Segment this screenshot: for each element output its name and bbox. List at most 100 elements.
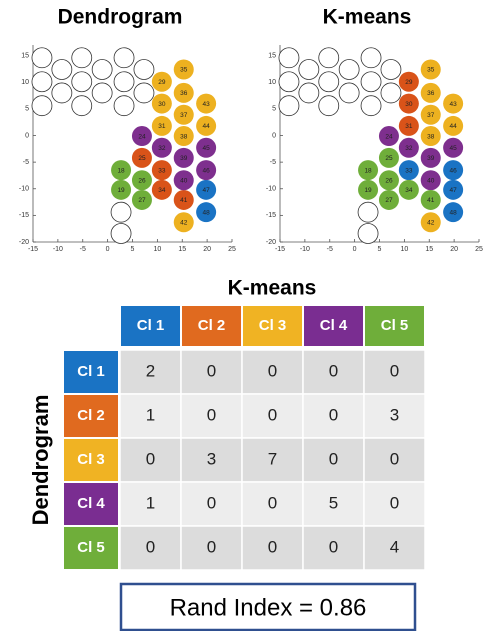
- y-tick-label: -15: [19, 212, 29, 219]
- point-label: 32: [405, 145, 413, 152]
- cell-value: 1: [146, 493, 155, 512]
- point: [131, 126, 152, 147]
- cell-value: 0: [207, 493, 216, 512]
- point: [398, 71, 419, 92]
- point: [398, 160, 419, 181]
- point: [298, 82, 320, 104]
- point: [111, 160, 132, 181]
- point: [360, 47, 382, 69]
- point-label: 25: [385, 155, 393, 162]
- row-title: Dendrogram: [28, 395, 53, 526]
- point: [111, 179, 132, 200]
- point: [420, 82, 441, 103]
- y-tick-label: -5: [23, 159, 29, 166]
- x-tick-label: -5: [80, 246, 86, 253]
- point: [196, 115, 217, 136]
- cell-value: 0: [268, 493, 277, 512]
- column-header-cell: [243, 306, 302, 346]
- column-header: Cl 1: [137, 317, 165, 334]
- point: [31, 95, 53, 117]
- point-label: 48: [203, 209, 211, 216]
- point: [113, 47, 135, 69]
- point-label: 27: [385, 197, 393, 204]
- point: [71, 47, 93, 69]
- point: [420, 212, 441, 233]
- point-label: 40: [427, 177, 435, 184]
- chart-title: Dendrogram: [58, 6, 183, 29]
- point-label: 19: [364, 187, 372, 194]
- point-label: 19: [117, 187, 125, 194]
- point: [110, 201, 132, 223]
- point-label: 34: [158, 187, 166, 194]
- point: [443, 202, 464, 223]
- point: [318, 95, 340, 117]
- point-label: 33: [158, 167, 166, 174]
- point: [151, 179, 172, 200]
- point: [378, 126, 399, 147]
- point-label: 40: [180, 177, 188, 184]
- point: [318, 71, 340, 93]
- y-tick-label: 15: [21, 52, 29, 59]
- point: [380, 82, 402, 104]
- table-cell: [241, 437, 304, 483]
- point: [151, 71, 172, 92]
- point-label: 24: [138, 133, 146, 140]
- point: [113, 71, 135, 93]
- table-cell: [241, 481, 304, 527]
- point: [196, 93, 217, 114]
- point: [360, 71, 382, 93]
- point: [278, 47, 300, 69]
- table-cell: [302, 481, 365, 527]
- y-tick-label: 10: [268, 79, 276, 86]
- row-header-cell: [64, 439, 118, 481]
- x-tick-label: -10: [53, 246, 63, 253]
- row-header: Cl 4: [77, 495, 105, 512]
- y-tick-label: -20: [266, 239, 276, 246]
- table-cell: [302, 393, 365, 439]
- point-label: 26: [385, 177, 393, 184]
- point: [443, 179, 464, 200]
- point: [110, 223, 132, 244]
- point: [443, 160, 464, 181]
- point-label: 26: [138, 177, 146, 184]
- cell-value: 0: [207, 537, 216, 556]
- table-cell: [180, 481, 243, 527]
- column-header: Cl 3: [259, 317, 287, 334]
- cell-value: 0: [329, 537, 338, 556]
- rand-box: [119, 582, 417, 631]
- point-label: 29: [405, 79, 413, 86]
- point: [378, 147, 399, 168]
- y-tick-label: -10: [266, 186, 276, 193]
- point: [51, 59, 73, 80]
- point-label: 36: [180, 90, 188, 97]
- table-cell: [119, 525, 182, 571]
- point-label: 36: [427, 90, 435, 97]
- point: [338, 82, 360, 104]
- point-label: 46: [203, 167, 211, 174]
- y-tick-label: 0: [272, 132, 276, 139]
- point-label: 31: [158, 123, 166, 130]
- table-cell: [363, 481, 426, 527]
- point-label: 39: [427, 155, 435, 162]
- y-tick-label: -20: [19, 239, 29, 246]
- cell-value: 1: [146, 405, 155, 424]
- point-label: 33: [405, 167, 413, 174]
- point: [196, 179, 217, 200]
- point: [151, 115, 172, 136]
- point: [298, 59, 320, 80]
- cell-value: 0: [268, 405, 277, 424]
- point: [131, 189, 152, 210]
- x-tick-label: -5: [327, 246, 333, 253]
- point: [173, 104, 194, 125]
- point: [131, 147, 152, 168]
- row-header: Cl 2: [77, 407, 105, 424]
- point-label: 41: [180, 197, 188, 204]
- column-header-cell: [121, 306, 180, 346]
- point-label: 30: [158, 101, 166, 108]
- point: [420, 126, 441, 147]
- point-label: 42: [180, 220, 188, 227]
- point-label: 35: [427, 67, 435, 74]
- point: [133, 59, 155, 80]
- chart-title: K-means: [323, 6, 412, 29]
- cell-value: 2: [146, 361, 155, 380]
